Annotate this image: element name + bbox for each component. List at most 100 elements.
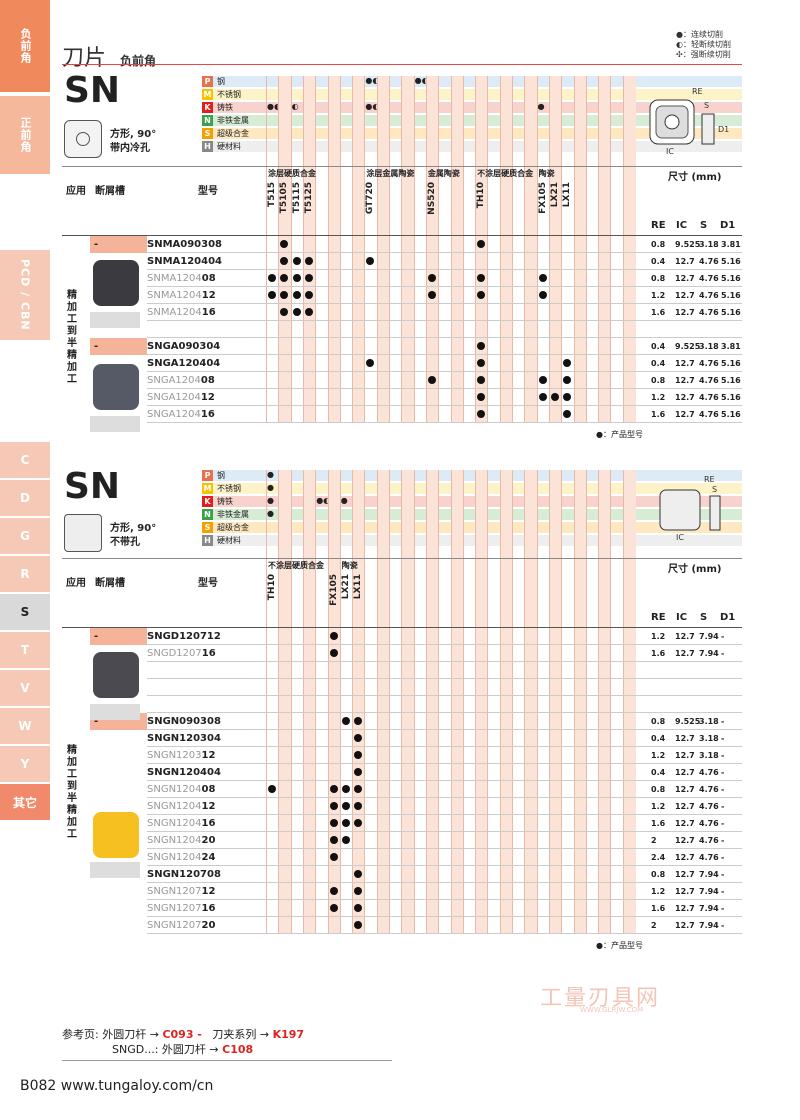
dim-d1: 5.16 — [721, 376, 741, 385]
dim-s: 4.76 — [699, 836, 719, 845]
dim-s: 4.76 — [699, 274, 719, 283]
product-note: ●：产品型号 — [596, 430, 643, 439]
svg-text:S: S — [712, 485, 717, 494]
model-code: SNMA120416 — [147, 307, 266, 318]
tab-negative-rake[interactable]: 负前角 — [0, 0, 50, 92]
model-suffix: 16 — [201, 647, 216, 659]
tab-pcd-cbn[interactable]: PCD / CBN — [0, 250, 50, 340]
tab-letter-c[interactable]: C — [0, 442, 50, 478]
tab-letter-t[interactable]: T — [0, 632, 50, 668]
chipbreaker-photo-snma — [90, 312, 140, 328]
material-name: 铸铁 — [217, 497, 233, 506]
model-code: SNGN120404 — [147, 767, 266, 778]
svg-text:RE: RE — [704, 476, 715, 484]
svg-text:D1: D1 — [718, 125, 729, 134]
tab-positive-rake[interactable]: 正前角 — [0, 96, 50, 174]
model-prefix: SNGA1204 — [147, 374, 201, 386]
model-code: SNMA120408 — [147, 273, 266, 284]
availability-dot — [354, 921, 363, 929]
insert-photo-sngn — [93, 812, 139, 858]
grid-column — [376, 470, 390, 934]
tab-letter-s[interactable]: S — [0, 594, 50, 630]
material-row-h: H 硬材料 — [202, 535, 742, 546]
tab-letter-other[interactable]: 其它 — [0, 784, 50, 820]
model-suffix: 24 — [201, 851, 216, 863]
tab-letter-g[interactable]: G — [0, 518, 50, 554]
model-suffix: SNGN090308 — [147, 715, 221, 727]
dim-s: 3.18 — [699, 342, 719, 351]
dim-s: 4.76 — [699, 393, 719, 402]
dim-s: 3.18 — [699, 240, 719, 249]
dim-re: 0.4 — [651, 768, 666, 777]
dim-d1: 5.16 — [721, 274, 741, 283]
model-suffix: 08 — [200, 374, 215, 386]
website-link[interactable]: www.tungaloy.com/cn — [60, 1078, 214, 1094]
grid-column — [610, 76, 623, 423]
model-code: SNGN120708 — [147, 869, 266, 880]
ref-link-k197[interactable]: K197 — [272, 1028, 305, 1041]
dim-d1: 5.16 — [721, 308, 741, 317]
availability-dot — [292, 274, 301, 282]
availability-dot — [477, 376, 486, 384]
model-suffix: SNMA120404 — [147, 255, 223, 267]
dim-ic: 12.7 — [675, 870, 695, 879]
tab-letter-d[interactable]: D — [0, 480, 50, 516]
model-suffix: 12 — [201, 885, 216, 897]
table-row: SNGN120404 0.4 12.7 4.76- — [147, 764, 742, 781]
dim-ic: 12.7 — [675, 291, 695, 300]
tab-letter-v[interactable]: V — [0, 670, 50, 706]
dim-d1: - — [721, 836, 725, 845]
model-code: SNGN120408 — [147, 784, 266, 795]
tab-letter-r[interactable]: R — [0, 556, 50, 592]
material-mark: ◐ — [291, 102, 299, 111]
model-prefix: SNGN1207 — [147, 885, 202, 897]
dim-ic: 12.7 — [675, 819, 695, 828]
grid-column — [413, 470, 427, 934]
size-header: 尺寸 (mm) — [668, 564, 722, 575]
dim-header-re: RE — [651, 612, 666, 623]
availability-dot — [280, 308, 289, 316]
dim-s: 4.76 — [699, 785, 719, 794]
dim-d1: - — [721, 734, 725, 743]
title-divider — [62, 64, 742, 65]
availability-dot — [329, 649, 338, 657]
grid-column — [548, 470, 562, 934]
availability-dot — [341, 819, 350, 827]
table-row: SNGN120408 0.8 12.7 4.76- — [147, 781, 742, 798]
grid-column — [290, 76, 304, 423]
application-label: 精加工到半精加工 — [67, 290, 77, 385]
model-code: SNGA120412 — [147, 392, 266, 403]
ref-link-c108[interactable]: C108 — [222, 1043, 254, 1056]
ref-link-c093[interactable]: C093 - — [162, 1028, 202, 1041]
availability-dot — [268, 291, 276, 299]
dim-re: 1.6 — [651, 904, 666, 913]
chipbreaker-band: - — [90, 338, 147, 355]
grid-column — [302, 76, 316, 423]
table-row: SNGA120416 1.6 12.7 4.76 5.16 — [147, 406, 742, 423]
grade-label: LX11 — [562, 182, 573, 208]
dim-ic: 12.7 — [675, 904, 695, 913]
availability-dot — [354, 819, 363, 827]
availability-dot — [280, 291, 289, 299]
grid-column — [450, 470, 464, 934]
material-mark: ●◐ — [414, 76, 429, 85]
grid-column — [462, 470, 476, 934]
dim-ic: 12.7 — [675, 785, 695, 794]
dim-s: 4.76 — [699, 410, 719, 419]
dim-ic: 12.7 — [675, 734, 695, 743]
dim-re: 1.6 — [651, 819, 666, 828]
dim-ic: 12.7 — [675, 376, 695, 385]
availability-dot — [304, 274, 313, 282]
dim-ic: 9.525 — [675, 717, 701, 726]
model-code: SNMA090308 — [147, 239, 266, 250]
availability-dot — [366, 257, 375, 265]
table-row — [147, 679, 742, 696]
material-mark: ● — [267, 470, 274, 479]
tab-letter-y[interactable]: Y — [0, 746, 50, 782]
availability-dot — [354, 734, 363, 742]
dim-d1: - — [721, 887, 725, 896]
model-code: SNGN120712 — [147, 886, 266, 897]
tab-letter-w[interactable]: W — [0, 708, 50, 744]
availability-dot — [354, 785, 363, 793]
dim-re: 0.8 — [651, 717, 666, 726]
